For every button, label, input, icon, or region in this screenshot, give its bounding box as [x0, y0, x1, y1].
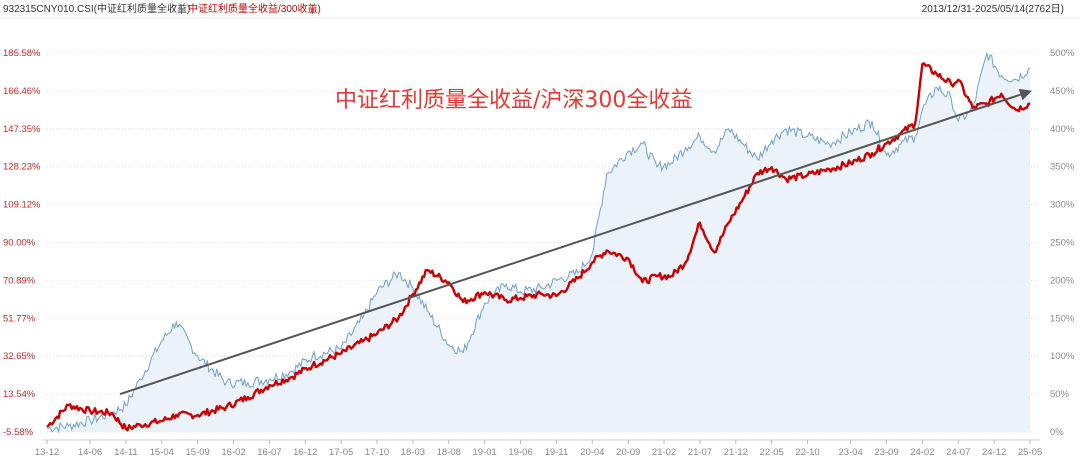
x-tick-label: 15-09: [186, 447, 210, 458]
index-series-area: [47, 53, 1030, 432]
right-tick-label: 450%: [1050, 86, 1075, 97]
left-tick-label: 185.58%: [3, 48, 41, 59]
x-tick-label: 21-12: [724, 447, 748, 458]
trend-arrow-head: [1018, 88, 1032, 101]
left-tick-label: 109.12%: [3, 200, 41, 211]
x-axis-ticks: 13-12 14-06 14-11 15-04 15-09 16-02 16-07 16-12…: [35, 439, 1042, 458]
trend-arrow: [119, 93, 1021, 396]
left-tick-label: 32.65%: [3, 351, 36, 362]
header-separator-2: |: [311, 4, 314, 15]
x-tick-label: 24-12: [982, 447, 1006, 458]
ratio-series-line: [46, 62, 1031, 432]
left-tick-label: 166.46%: [3, 86, 41, 97]
x-tick-label: 18-08: [437, 447, 461, 458]
right-tick-label: 400%: [1050, 124, 1075, 135]
right-axis-ticks: 500% 450% 400% 350% 300% 250% 200% 150% 100% 50% 0…: [1050, 48, 1075, 438]
x-tick-label: 25-05: [1018, 447, 1042, 458]
right-tick-label: 350%: [1050, 162, 1075, 173]
left-tick-label: 51.77%: [3, 313, 36, 324]
date-range-label: 2013/12/31-2025/05/14(2762日): [922, 4, 1064, 15]
x-tick-label: 24-07: [946, 447, 970, 458]
x-tick-label: 21-07: [688, 447, 712, 458]
left-tick-label: 70.89%: [3, 275, 36, 286]
left-tick-label: 13.54%: [3, 389, 36, 400]
left-tick-label: 90.00%: [3, 238, 36, 249]
right-tick-label: 100%: [1050, 351, 1075, 362]
index-series-line: [46, 52, 1031, 434]
x-tick-label: 13-12: [35, 447, 59, 458]
x-tick-label: 14-11: [114, 447, 138, 458]
x-tick-label: 23-04: [838, 447, 862, 458]
ratio-series-label: 中证红利质量全收益/300收益): [188, 2, 321, 15]
x-tick-label: 22-10: [795, 447, 819, 458]
right-tick-label: 500%: [1050, 48, 1075, 59]
x-tick-label: 16-12: [293, 447, 317, 458]
x-tick-label: 16-02: [221, 447, 245, 458]
x-tick-label: 21-02: [652, 447, 676, 458]
x-tick-label: 18-03: [401, 447, 425, 458]
left-axis-ticks: 185.58% 166.46% 147.35% 128.23% 109.12% 90.00…: [3, 48, 41, 438]
x-tick-label: 15-04: [150, 447, 174, 458]
right-tick-label: 0%: [1050, 427, 1064, 438]
left-tick-label: 147.35%: [3, 124, 41, 135]
right-tick-label: 250%: [1050, 238, 1075, 249]
right-tick-label: 200%: [1050, 275, 1075, 286]
left-tick-label: -5.58%: [3, 427, 34, 438]
x-tick-label: 24-02: [910, 447, 934, 458]
x-tick-label: 17-10: [365, 447, 389, 458]
chart-annotation: 中证红利质量全收益/沪深300全收益: [335, 88, 692, 113]
x-tick-label: 20-09: [616, 447, 640, 458]
x-tick-label: 19-06: [508, 447, 532, 458]
right-tick-label: 300%: [1050, 200, 1075, 211]
x-tick-label: 19-01: [473, 447, 497, 458]
x-tick-label: 22-05: [760, 447, 784, 458]
x-tick-label: 14-06: [78, 447, 102, 458]
right-tick-label: 150%: [1050, 313, 1075, 324]
x-tick-label: 20-04: [580, 447, 604, 458]
header-separator-1: |: [180, 4, 183, 15]
left-tick-label: 128.23%: [3, 162, 41, 173]
series-code-label: 932315CNY010.CSI(中证红利质量全收益): [3, 2, 190, 15]
x-tick-label: 17-05: [329, 447, 353, 458]
right-tick-label: 50%: [1050, 389, 1070, 400]
x-tick-label: 19-11: [545, 447, 569, 458]
x-tick-label: 16-07: [257, 447, 281, 458]
x-tick-label: 23-09: [874, 447, 898, 458]
